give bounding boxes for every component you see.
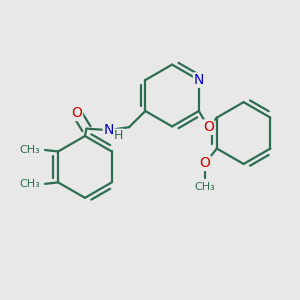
Text: H: H — [114, 129, 124, 142]
Text: CH₃: CH₃ — [20, 179, 40, 189]
Text: O: O — [203, 120, 214, 134]
Text: O: O — [72, 106, 83, 120]
Text: N: N — [103, 123, 114, 137]
Text: N: N — [194, 73, 204, 87]
Text: O: O — [200, 156, 211, 170]
Text: CH₃: CH₃ — [20, 145, 40, 155]
Text: CH₃: CH₃ — [195, 182, 215, 192]
